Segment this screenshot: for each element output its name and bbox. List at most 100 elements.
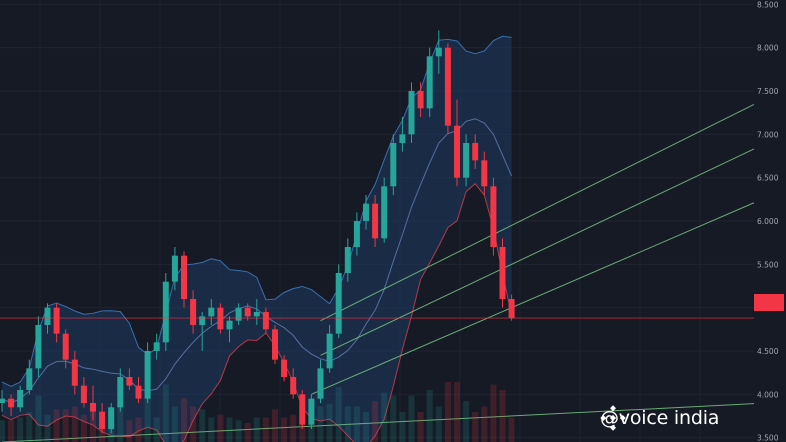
candle-body [0, 398, 5, 403]
volume-bar [262, 417, 269, 442]
candle-body [8, 398, 15, 408]
trendline [320, 103, 755, 322]
volume-bar [353, 406, 360, 442]
volume-bar [26, 412, 33, 442]
volume-bar [144, 395, 151, 442]
candle-body [463, 143, 470, 178]
candle-body [117, 377, 124, 408]
candle-body [335, 273, 342, 334]
candle-body [244, 307, 251, 317]
candle-body [308, 398, 315, 425]
volume-bar [444, 382, 451, 442]
candle-body [17, 390, 24, 408]
volume-bar [53, 409, 60, 442]
candle-body [299, 394, 306, 425]
volume-bar [71, 406, 78, 442]
volume-bar [344, 406, 351, 442]
candle-body [99, 411, 106, 429]
candle-body [217, 307, 224, 330]
band-fill [2, 36, 512, 442]
candle-body [363, 203, 369, 221]
volume-bar [17, 417, 24, 442]
trendline [311, 202, 755, 395]
candle-body [435, 47, 442, 57]
candle-body [290, 377, 297, 395]
candle-body [381, 186, 388, 239]
trendline [1, 403, 755, 442]
volume-bar [44, 414, 51, 442]
candle-body [481, 160, 488, 187]
candle-body [208, 307, 215, 317]
candle-body [326, 333, 333, 369]
volume-bar [281, 417, 288, 442]
volume-bar [299, 409, 306, 442]
candle-body [108, 407, 115, 429]
candle-body [226, 320, 233, 330]
volume-bar [135, 417, 142, 442]
candle-body [508, 299, 515, 319]
candle-body [35, 325, 42, 369]
candle-body [171, 255, 178, 282]
candle-body [135, 385, 142, 399]
y-tick-label: 6.000 [757, 217, 779, 226]
candle-body [390, 143, 397, 187]
candle-body [281, 359, 288, 377]
volume-bar [308, 412, 315, 442]
y-tick-label: 4.500 [757, 347, 779, 356]
volume-bar [108, 414, 115, 442]
candle-body [253, 312, 260, 317]
volume-bar [472, 412, 479, 442]
volume-bar [426, 390, 433, 442]
candle-body [53, 307, 60, 334]
volume-bar [481, 406, 488, 442]
candle-body [26, 368, 33, 390]
candle-body [199, 316, 206, 325]
volume-bar [435, 406, 442, 442]
y-tick-label: 3.500 [757, 434, 779, 442]
volume-bar [162, 384, 169, 442]
volume-bar [381, 392, 388, 442]
candle-body [190, 299, 197, 325]
volume-bar [326, 403, 333, 442]
last-price-tag [754, 294, 784, 311]
candle-body [417, 91, 424, 109]
volume-bar [463, 401, 470, 442]
volume-bar [454, 382, 460, 442]
y-tick-label: 5.500 [757, 260, 779, 269]
candle-body [144, 351, 151, 399]
volume-bar [372, 401, 379, 442]
candle-body [162, 281, 169, 343]
y-tick-label: 8.500 [757, 0, 779, 9]
candle-body [499, 247, 506, 299]
volume-bar [35, 395, 42, 442]
volume-bar [399, 412, 406, 442]
candle-body [444, 47, 451, 126]
volume-bar [499, 390, 506, 442]
candle-body [71, 359, 78, 386]
candle-body [44, 307, 51, 325]
candle-body [472, 143, 479, 161]
candle-body [181, 255, 187, 299]
volume-bar [417, 412, 424, 442]
volume-bar [8, 420, 15, 442]
volume-bar [0, 420, 5, 442]
volume-bar [90, 412, 96, 442]
candle-body [426, 56, 433, 109]
y-tick-label: 7.000 [757, 130, 779, 139]
volume-bar [408, 395, 415, 442]
volume-bar [190, 406, 197, 442]
y-tick-label: 4.000 [757, 390, 779, 399]
volume-bar [317, 406, 324, 442]
volume-bar [235, 420, 242, 442]
volume-bar [290, 414, 297, 442]
candle-body [317, 368, 324, 399]
candle-body [272, 329, 278, 360]
volume-bar [335, 387, 342, 442]
volume-bar [62, 409, 69, 442]
candle-body [490, 186, 497, 247]
trendline [320, 148, 755, 356]
volume-bar [208, 417, 215, 442]
volume-bar [126, 420, 133, 442]
